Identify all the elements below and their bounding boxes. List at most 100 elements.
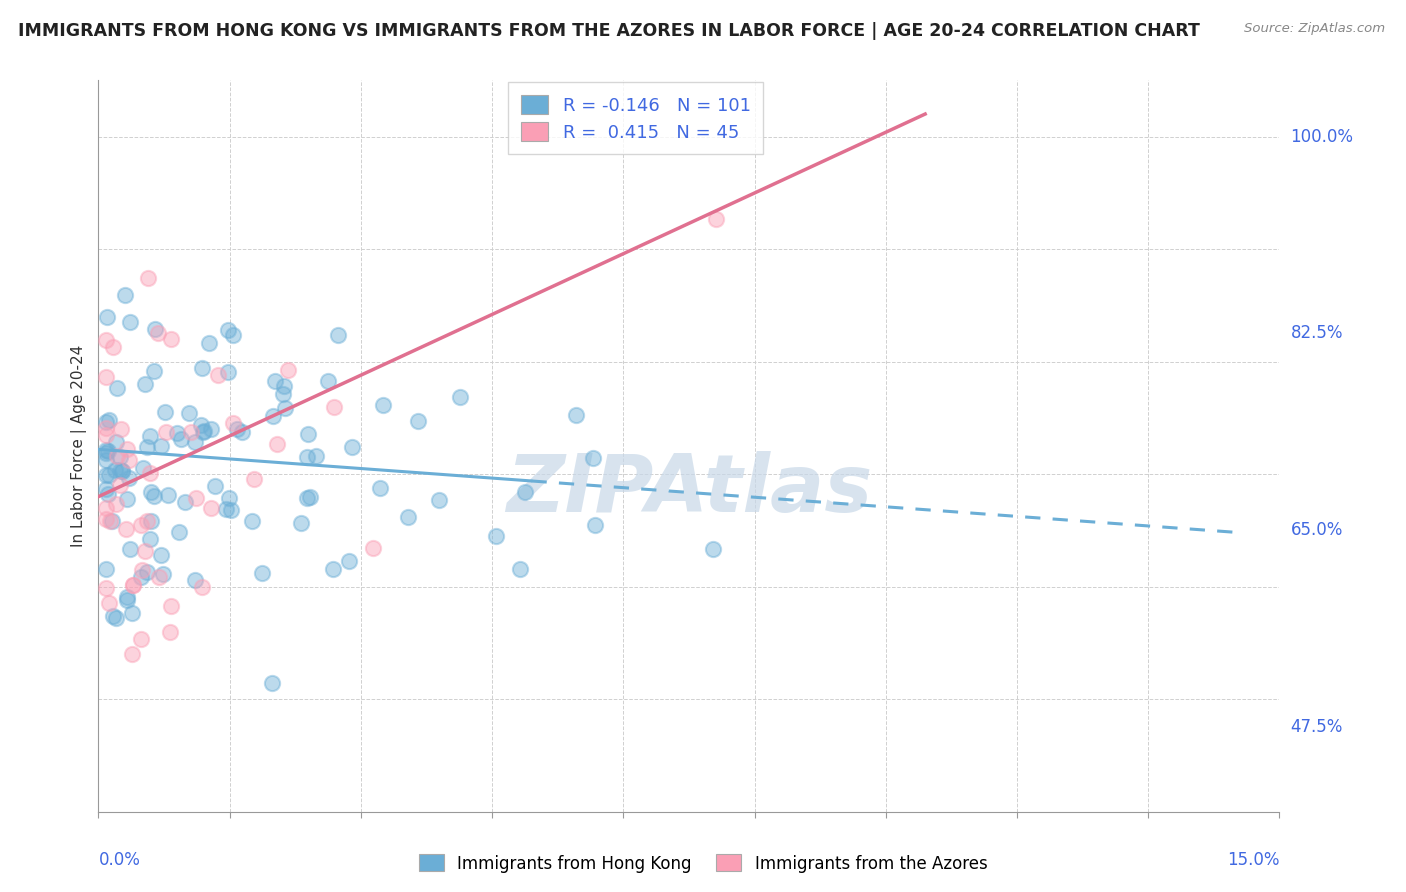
Point xyxy=(96,333,118,347)
Text: 47.5%: 47.5% xyxy=(1291,718,1343,736)
Point xyxy=(96,369,118,384)
Legend: Immigrants from Hong Kong, Immigrants from the Azores: Immigrants from Hong Kong, Immigrants fr… xyxy=(412,847,994,880)
Legend: R = -0.146   N = 101, R =  0.415   N = 45: R = -0.146 N = 101, R = 0.415 N = 45 xyxy=(509,82,763,154)
Point xyxy=(323,400,346,414)
Point xyxy=(702,541,724,556)
Point xyxy=(96,467,118,482)
Point xyxy=(104,611,127,625)
Point xyxy=(173,494,195,508)
Point xyxy=(114,288,136,302)
Point xyxy=(146,326,169,340)
Point xyxy=(96,582,118,596)
Point xyxy=(217,365,239,379)
Point xyxy=(191,581,214,595)
Point xyxy=(139,428,162,442)
Point xyxy=(105,449,128,463)
Point xyxy=(200,501,222,516)
Point xyxy=(225,422,247,436)
Y-axis label: In Labor Force | Age 20-24: In Labor Force | Age 20-24 xyxy=(72,345,87,547)
Point xyxy=(115,491,138,506)
Point xyxy=(96,421,118,435)
Point xyxy=(136,565,159,579)
Point xyxy=(262,409,284,424)
Point xyxy=(160,599,183,614)
Point xyxy=(105,435,128,450)
Point xyxy=(509,562,531,576)
Point xyxy=(148,570,170,584)
Point xyxy=(184,434,207,449)
Point xyxy=(297,450,319,465)
Point xyxy=(218,491,240,506)
Point xyxy=(98,596,121,610)
Point xyxy=(100,514,122,528)
Point xyxy=(157,488,180,502)
Point xyxy=(96,310,118,324)
Point xyxy=(264,374,287,388)
Point xyxy=(193,425,215,439)
Text: 0.0%: 0.0% xyxy=(98,851,141,869)
Point xyxy=(193,424,215,438)
Point xyxy=(513,485,536,500)
Point xyxy=(96,452,118,467)
Point xyxy=(117,442,139,457)
Point xyxy=(322,562,344,576)
Point xyxy=(373,398,395,412)
Point xyxy=(143,364,166,378)
Point xyxy=(231,425,253,439)
Point xyxy=(141,515,163,529)
Point xyxy=(305,449,328,463)
Point xyxy=(159,625,181,640)
Point xyxy=(449,390,471,404)
Point xyxy=(129,632,152,646)
Point xyxy=(266,437,288,451)
Point xyxy=(166,426,188,441)
Point xyxy=(143,489,166,503)
Point xyxy=(134,544,156,558)
Point xyxy=(121,607,143,621)
Point xyxy=(262,676,284,690)
Point xyxy=(98,468,121,483)
Point xyxy=(219,503,242,517)
Point xyxy=(200,421,222,435)
Point xyxy=(96,428,118,442)
Point xyxy=(406,414,429,428)
Point xyxy=(101,340,124,354)
Point xyxy=(145,322,167,336)
Point xyxy=(98,412,121,426)
Point xyxy=(129,570,152,584)
Point xyxy=(290,516,312,531)
Point xyxy=(96,500,118,515)
Point xyxy=(160,333,183,347)
Point xyxy=(114,522,136,536)
Point xyxy=(96,415,118,429)
Point xyxy=(250,566,273,581)
Point xyxy=(98,514,121,528)
Point xyxy=(150,439,173,453)
Text: 15.0%: 15.0% xyxy=(1227,851,1279,869)
Point xyxy=(298,491,321,505)
Point xyxy=(704,212,727,227)
Point xyxy=(97,444,120,458)
Text: 82.5%: 82.5% xyxy=(1291,325,1343,343)
Point xyxy=(191,360,214,375)
Point xyxy=(141,485,163,500)
Point xyxy=(96,446,118,460)
Point xyxy=(297,491,319,505)
Point xyxy=(368,482,391,496)
Text: IMMIGRANTS FROM HONG KONG VS IMMIGRANTS FROM THE AZORES IN LABOR FORCE | AGE 20-: IMMIGRANTS FROM HONG KONG VS IMMIGRANTS … xyxy=(18,22,1201,40)
Point xyxy=(198,336,221,351)
Point xyxy=(167,524,190,539)
Point xyxy=(104,463,127,477)
Point xyxy=(326,327,349,342)
Point xyxy=(184,491,207,506)
Point xyxy=(240,514,263,528)
Point xyxy=(108,478,131,492)
Point xyxy=(115,590,138,604)
Point xyxy=(316,375,339,389)
Point xyxy=(110,422,132,436)
Point xyxy=(243,472,266,486)
Point xyxy=(131,563,153,577)
Point xyxy=(184,573,207,587)
Point xyxy=(180,425,202,440)
Point xyxy=(118,471,141,485)
